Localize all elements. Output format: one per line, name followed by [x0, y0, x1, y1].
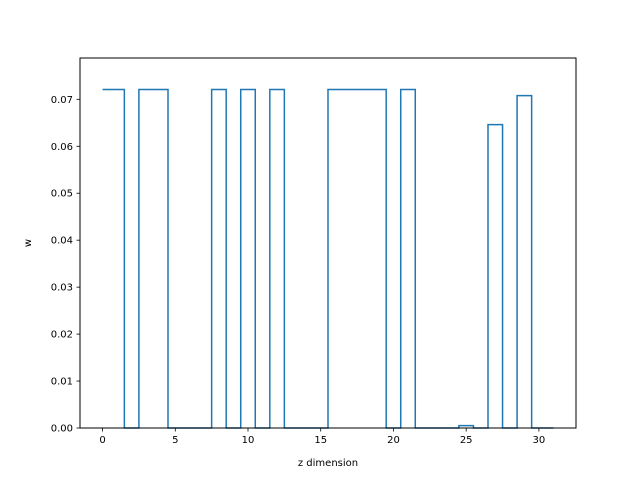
x-tick-label: 10: [242, 435, 255, 446]
y-tick-label: 0.03: [51, 283, 73, 294]
y-tick-label: 0.05: [51, 189, 73, 200]
y-axis-label: w: [23, 239, 34, 247]
plot-frame: [79, 57, 577, 429]
x-tick-label: 5: [172, 435, 178, 446]
y-tick-label: 0.04: [51, 236, 73, 247]
x-tick-label: 20: [387, 435, 400, 446]
y-tick-label: 0.06: [51, 142, 73, 153]
x-tick-label: 15: [314, 435, 327, 446]
x-axis-label: z dimension: [298, 458, 358, 469]
y-tick-label: 0.01: [51, 377, 73, 388]
y-tick-label: 0.00: [51, 424, 73, 435]
y-tick-label: 0.07: [51, 95, 73, 106]
x-tick-label: 30: [533, 435, 546, 446]
x-tick-label: 25: [460, 435, 473, 446]
axis-ticks: 0 5 10 15 20 25 30 0.00 0.01 0.02 0.03 0.04 0.05 0.06…: [51, 95, 546, 446]
y-tick-label: 0.02: [51, 330, 73, 341]
x-tick-label: 0: [99, 435, 105, 446]
